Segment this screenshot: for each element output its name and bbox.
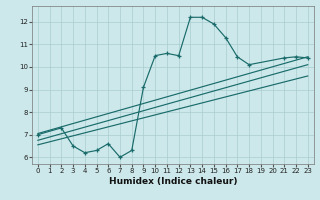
X-axis label: Humidex (Indice chaleur): Humidex (Indice chaleur) bbox=[108, 177, 237, 186]
